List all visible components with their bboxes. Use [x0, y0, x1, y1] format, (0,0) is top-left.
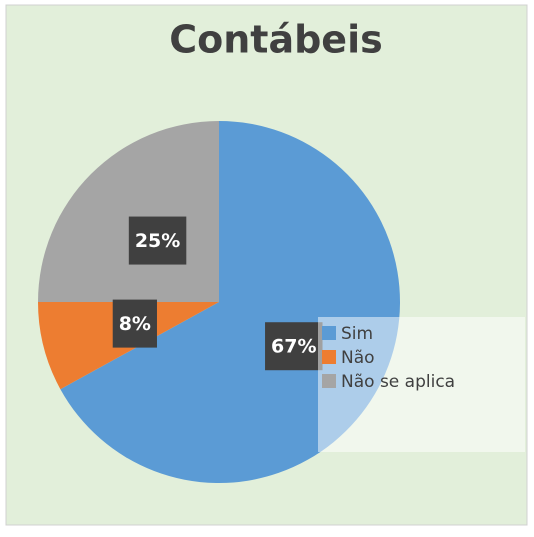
data-label: 8%: [119, 313, 151, 335]
legend-swatch: [322, 350, 336, 364]
data-label-box: [265, 322, 323, 371]
legend-label: Não: [341, 348, 375, 368]
pie-slice: [60, 121, 400, 483]
legend-swatch: [322, 326, 336, 340]
chart-title: Contábeis: [169, 18, 382, 62]
data-labels: 67% 8% 25%: [112, 216, 323, 371]
data-label: 25%: [135, 230, 180, 252]
data-label-box: [128, 216, 187, 265]
data-label: 67%: [271, 336, 316, 358]
legend-swatch: [322, 374, 336, 388]
legend-label: Não se aplica: [341, 372, 455, 392]
legend-label: Sim: [341, 324, 373, 344]
data-label-box: [112, 299, 157, 348]
legend-box: [318, 317, 525, 452]
legend: Sim Não Não se aplica: [318, 317, 525, 452]
